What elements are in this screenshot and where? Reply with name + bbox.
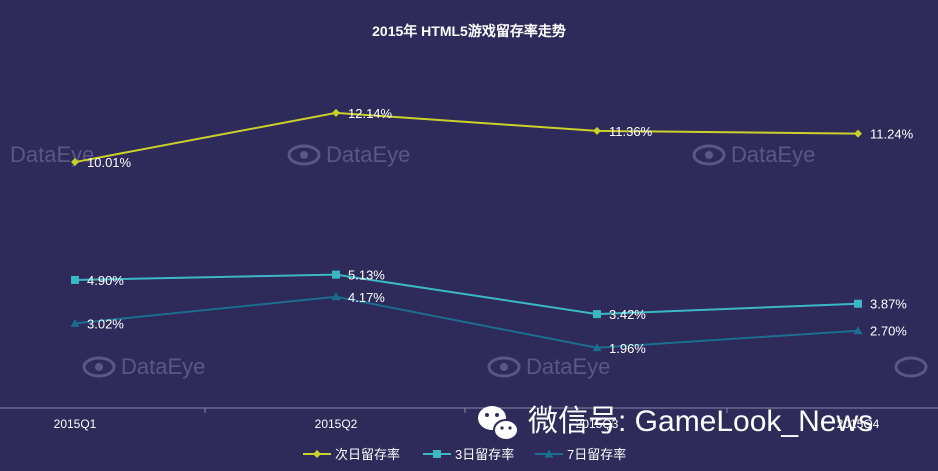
watermark-layer: DataEye DataEye DataEye DataEye DataEye (10, 142, 928, 379)
legend-marker-2 (544, 449, 554, 458)
data-point-1-1 (332, 270, 340, 279)
data-point-1-3 (854, 299, 862, 308)
wechat-icon (478, 406, 519, 441)
data-label-0-0: 10.01% (87, 155, 132, 170)
x-tick-label: 2015Q2 (315, 417, 358, 431)
data-label-0-1: 12.14% (348, 106, 393, 121)
eye-pupil-icon (705, 151, 713, 159)
data-point-0-1 (332, 108, 340, 117)
data-label-1-0: 4.90% (87, 273, 124, 288)
eye-pupil-icon (95, 363, 103, 371)
eye-pupil-icon (300, 151, 308, 159)
eye-pupil-icon (500, 363, 508, 371)
eye-icon (692, 144, 726, 166)
data-point-0-2 (593, 126, 601, 135)
legend-label-2: 7日留存率 (567, 447, 626, 462)
watermark-text: DataEye (526, 354, 610, 379)
series-line-2 (74, 295, 859, 349)
legend-marker-1 (433, 450, 441, 458)
watermark-logo: DataEye (692, 142, 815, 167)
data-point-2-0 (70, 318, 80, 327)
watermark-logo: DataEye (487, 354, 610, 379)
watermark-text: DataEye (10, 142, 94, 167)
data-point-0-0 (71, 158, 79, 167)
watermark-logo (894, 356, 928, 378)
data-point-2-3 (853, 326, 863, 335)
data-point-2-2 (592, 343, 602, 352)
data-label-1-2: 3.42% (609, 307, 646, 322)
watermark-logo: DataEye (10, 142, 94, 167)
series-lines (74, 111, 859, 349)
data-label-2-3: 2.70% (870, 324, 907, 339)
wechat-overlay: 微信号: GameLook_News (478, 405, 873, 441)
data-labels: 10.01% 12.14% 11.36% 11.24% 4.90% 5.13% 3.42% 3… (87, 106, 914, 356)
data-label-2-0: 3.02% (87, 316, 124, 331)
data-point-2-1 (331, 292, 341, 301)
legend-label-0: 次日留存率 (335, 447, 400, 462)
eye-icon (82, 356, 116, 378)
legend-marker-0 (313, 450, 321, 458)
watermark-text: DataEye (121, 354, 205, 379)
x-tick-label: 2015Q4 (837, 417, 880, 431)
watermark-text: DataEye (731, 142, 815, 167)
legend: 次日留存率 3日留存率 7日留存率 (303, 447, 626, 462)
data-label-2-1: 4.17% (348, 290, 385, 305)
watermark-text: DataEye (326, 142, 410, 167)
data-point-0-3 (854, 129, 862, 138)
eye-icon (287, 144, 321, 166)
data-label-1-1: 5.13% (348, 268, 385, 283)
x-tick-label: 2015Q3 (576, 417, 619, 431)
data-label-0-2: 11.36% (609, 124, 653, 139)
x-tick-label: 2015Q1 (54, 417, 97, 431)
wechat-id-text: 微信号: GameLook_News (528, 405, 873, 438)
data-label-2-2: 1.96% (609, 341, 646, 356)
watermark-logo: DataEye (287, 142, 410, 167)
data-point-1-0 (71, 275, 79, 284)
data-label-1-3: 3.87% (870, 297, 907, 312)
series-markers (70, 108, 863, 352)
legend-label-1: 3日留存率 (455, 447, 514, 462)
watermark-logo: DataEye (82, 354, 205, 379)
data-point-1-2 (593, 310, 601, 319)
eye-icon (894, 356, 928, 378)
data-label-0-3: 11.24% (870, 127, 914, 142)
eye-icon (487, 356, 521, 378)
series-line-0 (74, 111, 859, 164)
series-line-1 (74, 273, 859, 316)
chart-title: 2015年 HTML5游戏留存率走势 (372, 23, 566, 39)
x-axis-labels: 2015Q1 2015Q2 2015Q3 2015Q4 (54, 417, 880, 431)
